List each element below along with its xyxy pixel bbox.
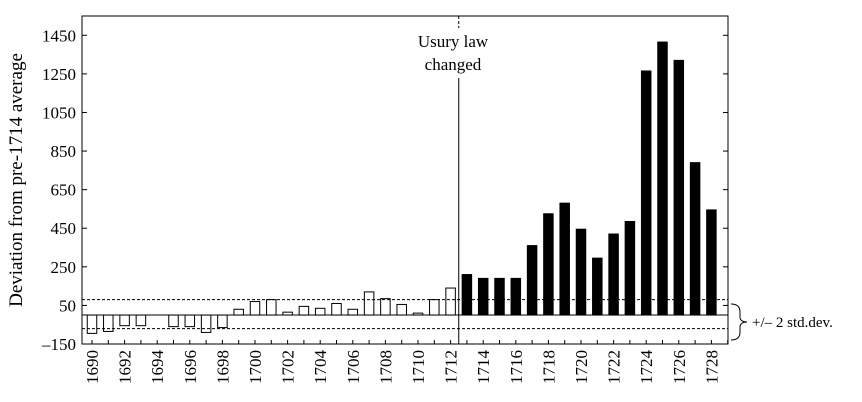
event-label-line-2: changed: [425, 55, 482, 74]
bars-group: [86, 41, 717, 334]
axis-ticks: [82, 34, 729, 345]
x-tick-label-1710: 1710: [409, 350, 428, 384]
band-label: +/– 2 std.dev.: [752, 315, 833, 331]
bar-1703: [298, 305, 310, 316]
x-tick-label-1694: 1694: [148, 350, 167, 385]
bar-1700: [249, 301, 261, 316]
x-tick-label-1714: 1714: [474, 350, 493, 385]
bar-1723: [624, 220, 636, 316]
bar-1724: [640, 70, 652, 316]
bar-1701: [266, 299, 277, 316]
x-tick-label-1702: 1702: [279, 350, 298, 384]
bar-1698: [217, 314, 228, 329]
bar-1722: [608, 233, 619, 316]
x-tick-label-1712: 1712: [442, 350, 461, 384]
x-tick-label-1698: 1698: [213, 350, 232, 384]
y-tick-label-50: 50: [59, 296, 76, 315]
y-tick-label-250: 250: [51, 258, 77, 277]
bar-1715: [494, 277, 505, 316]
bar-1699: [233, 308, 244, 316]
bar-1725: [657, 41, 668, 316]
x-tick-label-1704: 1704: [311, 350, 330, 385]
x-tick-label-1708: 1708: [376, 350, 395, 384]
x-tick-label-1696: 1696: [181, 350, 200, 384]
bar-1713: [461, 274, 473, 316]
event-label-line-1: Usury law: [418, 32, 489, 51]
bar-1690: [86, 314, 98, 334]
y-axis-title: Deviation from pre-1714 average: [6, 53, 27, 307]
bar-1704: [314, 307, 326, 316]
bar-1712: [445, 287, 456, 316]
bar-1726: [673, 59, 685, 316]
plot-frame: [81, 15, 729, 345]
x-tick-label-1706: 1706: [344, 350, 363, 384]
bar-1705: [331, 302, 342, 316]
y-tick-label--150: –150: [41, 335, 76, 354]
x-tick-label-1690: 1690: [83, 350, 102, 384]
bar-1717: [526, 245, 538, 316]
reference-lines: [82, 16, 728, 344]
bar-1709: [396, 303, 407, 316]
x-tick-label-1724: 1724: [637, 350, 656, 385]
y-tick-label-650: 650: [51, 181, 77, 200]
bar-1695: [168, 314, 179, 328]
y-tick-label-450: 450: [51, 219, 77, 238]
bar-1720: [575, 228, 587, 316]
bar-1727: [689, 162, 701, 316]
bar-1692: [119, 314, 130, 327]
bar-1697: [200, 314, 212, 333]
band-brace: [730, 303, 748, 341]
bar-1719: [559, 202, 570, 316]
bar-1708: [380, 298, 391, 316]
y-tick-label-1450: 1450: [42, 26, 76, 45]
x-tick-label-1716: 1716: [507, 350, 526, 384]
x-tick-label-1718: 1718: [539, 350, 558, 384]
bar-1707: [363, 291, 375, 316]
y-tick-label-850: 850: [51, 142, 77, 161]
bar-1711: [429, 299, 440, 316]
bar-1716: [510, 277, 522, 316]
y-tick-labels: –150 50 250 450 650 850 1050 1250 1450: [41, 26, 76, 354]
x-tick-label-1726: 1726: [670, 350, 689, 384]
x-tick-label-1728: 1728: [702, 350, 721, 384]
bar-1721: [592, 257, 603, 316]
y-tick-label-1050: 1050: [42, 103, 76, 122]
x-tick-label-1720: 1720: [572, 350, 591, 384]
x-tick-label-1722: 1722: [605, 350, 624, 384]
x-tick-labels: 1690 1692 1694 1696 1698 1700 1702 1704 1706 1708…: [83, 350, 721, 385]
bar-1714: [477, 277, 489, 316]
x-tick-label-1700: 1700: [246, 350, 265, 384]
bar-1706: [347, 308, 359, 316]
bar-1696: [184, 314, 196, 328]
bar-1693: [135, 314, 147, 327]
y-tick-label-1250: 1250: [42, 65, 76, 84]
x-tick-label-1692: 1692: [116, 350, 135, 384]
